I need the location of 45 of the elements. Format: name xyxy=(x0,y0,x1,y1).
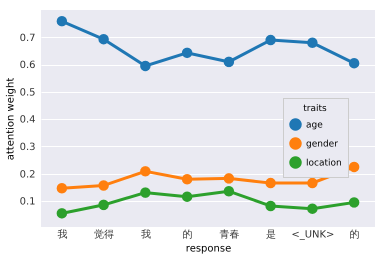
y-tick-label: 0.3 xyxy=(20,142,36,153)
x-tick-label: 我 xyxy=(140,228,151,240)
point xyxy=(265,34,276,46)
point xyxy=(307,38,318,48)
point xyxy=(56,16,68,26)
point xyxy=(56,208,68,219)
x-tick-label: <_UNK> xyxy=(291,230,334,240)
x-tick-label: 的 xyxy=(350,230,360,240)
point xyxy=(140,60,151,72)
point xyxy=(182,191,192,202)
point xyxy=(348,197,360,208)
y-tick-label: 0.2 xyxy=(20,169,36,180)
legend-label: age xyxy=(306,120,324,130)
point xyxy=(182,48,192,58)
x-axis-title: response xyxy=(186,244,232,254)
y-tick-label: 0.5 xyxy=(20,87,36,98)
point xyxy=(98,200,109,210)
point xyxy=(140,166,151,177)
legend-label: gender xyxy=(306,140,338,150)
y-tick-label: 0.6 xyxy=(20,60,36,72)
legend-title: traits xyxy=(303,104,328,114)
x-tick-label: 觉得 xyxy=(94,228,114,240)
point xyxy=(98,180,109,191)
legend-label: location xyxy=(306,158,342,168)
point xyxy=(140,187,151,198)
point xyxy=(265,200,276,212)
y-tick-label: 0.4 xyxy=(20,114,36,126)
point xyxy=(98,34,109,44)
y-tick-label: 0.1 xyxy=(20,196,36,208)
point xyxy=(224,56,234,68)
x-tick-label: 我 xyxy=(57,228,68,240)
point xyxy=(182,174,192,184)
point xyxy=(307,203,318,214)
x-tick-label: 是 xyxy=(266,230,276,240)
x-tick-label: 的 xyxy=(182,230,193,240)
point xyxy=(348,58,360,68)
y-tick-label: 0.7 xyxy=(20,32,36,44)
point xyxy=(348,162,360,172)
y-axis-title: attention weight xyxy=(6,78,17,160)
x-tick-label: 青春 xyxy=(219,228,240,240)
point xyxy=(307,178,318,188)
point xyxy=(56,183,68,194)
point xyxy=(224,173,234,184)
point xyxy=(224,186,234,196)
point xyxy=(265,178,276,188)
